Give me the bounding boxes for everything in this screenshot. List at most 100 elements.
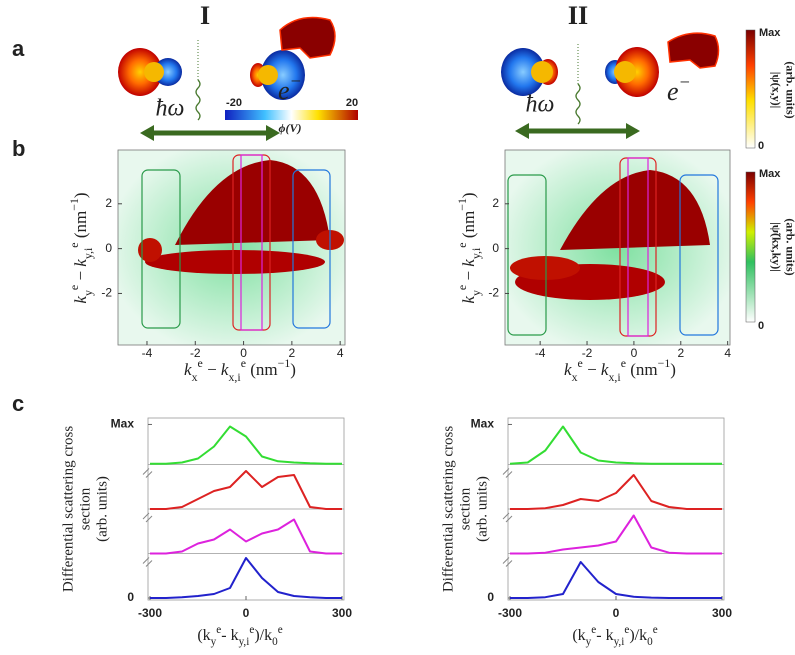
label-part: - k [221,627,238,644]
y-tick-label: 0 [492,241,499,255]
colorbar-label: (arb. units) [783,61,795,118]
column-title: I [200,1,210,30]
label-part: )/k [629,627,647,644]
axis-break [502,468,513,478]
axis-break [502,512,513,523]
axis-break [502,557,513,567]
y-axis-label: kye − ky,ie (nm−1) [455,192,483,303]
series-line [150,470,342,510]
label-part: (nm [626,360,658,379]
label-part: ) [290,360,296,379]
label-part: e [578,356,583,370]
label-part: y,i [239,636,250,648]
label-part: e [249,624,254,636]
label-part: e [667,77,679,106]
label-part: e [67,285,81,290]
colorbar-label: (arb. units) [783,218,795,275]
x-tick-label: -2 [582,346,593,360]
x-tick-label: 300 [332,606,352,620]
y-axis-label-line: Differential scattering cross [440,426,456,592]
series-line [509,425,722,465]
series-line [150,557,342,599]
colorbar-label: |ψ(x,y)| [769,72,783,109]
y-tick-label: 0 [487,590,494,604]
label-part: x [572,370,578,384]
plot-frame [117,149,346,346]
label-part: (nm [71,211,90,243]
label-part: −1 [658,356,671,370]
x-tick-label: 4 [724,346,731,360]
label-part: e [591,624,596,636]
label-part: − [203,360,221,379]
label-part: e [653,624,658,636]
label-part: 0 [647,636,653,648]
x-tick-label: 0 [243,606,250,620]
series-line [510,561,722,599]
label-part: y [81,290,95,296]
label-part: x,i [608,370,621,384]
colorbar-max: Max [759,27,781,39]
label-part: x [192,370,198,384]
label-part: - k [596,627,613,644]
label-part: e [241,356,246,370]
label-part: (k [572,627,585,644]
series-line [150,425,342,465]
column-title: II [568,1,588,30]
colorbar-tick: -20 [226,97,242,109]
label-part: e [278,624,283,636]
colorbar [745,29,756,149]
x-axis-label: (kye- ky,ie)/k0e [572,624,657,648]
colorbar-max: Max [759,168,781,180]
colorbar-tick: 20 [346,97,358,109]
label-part: e [216,624,221,636]
x-tick-label: 0 [631,346,638,360]
x-tick-label: 2 [289,346,296,360]
label-part: e [198,356,203,370]
photon-label: ħω [526,92,555,118]
series-line [510,514,722,555]
panel-label: a [12,36,25,61]
label-part: − [71,267,90,285]
label-part: ) [459,192,478,198]
label-part: k [601,360,609,379]
label-part: e [278,76,290,105]
heatmap [505,150,730,345]
x-tick-label: -4 [142,346,153,360]
orbitals [501,32,720,139]
label-part: ) [670,360,676,379]
colorbar-min: 0 [758,140,764,152]
label-part: − [290,71,302,91]
label-part: k [71,296,90,304]
y-axis-label-line: (arb. units) [94,476,110,542]
label-part: k [564,360,572,379]
colorbar-min: 0 [758,320,764,332]
label-part: −1 [278,356,291,370]
series-line [150,518,342,555]
label-part: k [459,259,478,267]
label-part: k [459,296,478,304]
label-part: y,i [469,247,483,259]
label-part: k [71,259,90,267]
x-tick-label: -4 [535,346,546,360]
label-part: k [184,360,192,379]
x-tick-label: 0 [613,606,620,620]
electron-label: e− [667,72,691,106]
label-part: e [624,624,629,636]
panel-label: b [12,136,25,161]
y-axis-label-line: section [77,487,93,530]
x-tick-label: -2 [190,346,201,360]
y-tick-label: 0 [105,241,112,255]
label-part: (nm [459,211,478,243]
y-tick-label: 2 [105,196,112,210]
colorbar-label: |ψ̃(kx,ky)| [769,222,783,272]
x-tick-label: -300 [138,606,162,620]
y-tick-label: Max [471,417,495,431]
x-axis-label: kxe − kx,ie (nm−1) [564,356,676,384]
plot-frame [504,149,731,346]
label-part: (nm [246,360,278,379]
label-part: 0 [272,636,278,648]
y-axis-label-line: (arb. units) [474,476,490,542]
x-tick-label: 4 [337,346,344,360]
